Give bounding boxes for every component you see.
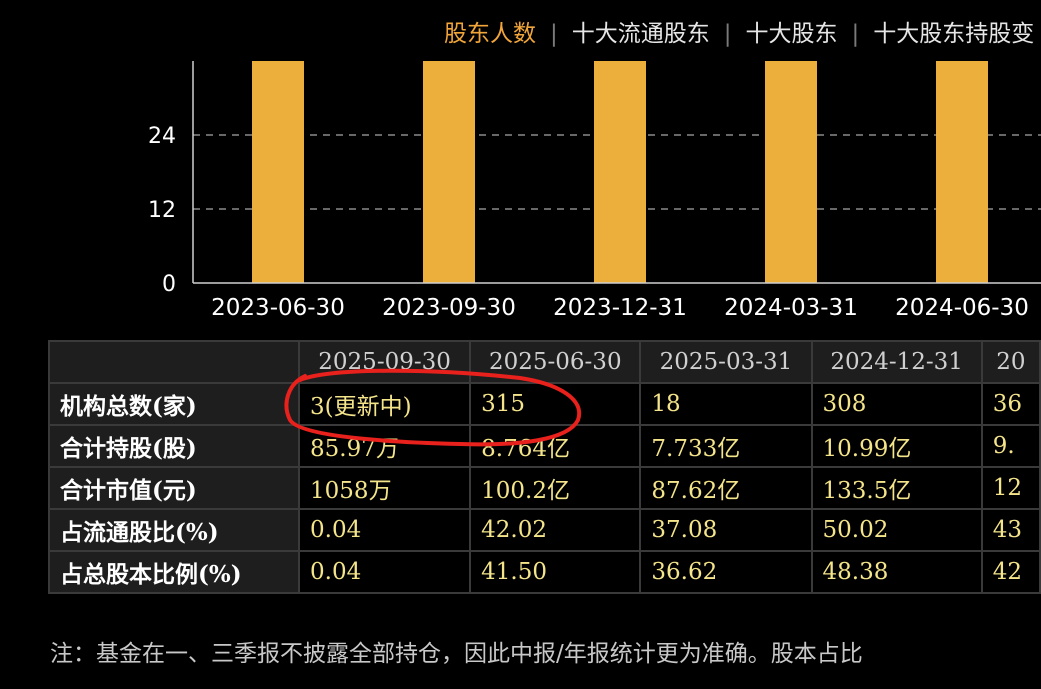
table-cell: 42.02 bbox=[469, 508, 642, 552]
x-tick-label: 2023-06-30 bbox=[211, 295, 345, 321]
column-header[interactable]: 2025-03-31 bbox=[639, 340, 813, 384]
table-row: 合计持股(股) 85.97万 8.764亿 7.733亿 10.99亿 9. bbox=[47, 424, 1041, 468]
tab-separator: | bbox=[550, 21, 558, 47]
row-label: 合计持股(股) bbox=[47, 424, 301, 468]
column-header[interactable]: 2024-12-31 bbox=[810, 340, 983, 384]
tab-separator: | bbox=[723, 21, 732, 47]
table-cell: 48.38 bbox=[810, 550, 983, 594]
table-cell: 36.62 bbox=[639, 550, 813, 594]
table-cell: 50.02 bbox=[810, 508, 983, 552]
bar bbox=[936, 61, 988, 283]
table-cell: 43 bbox=[980, 508, 1041, 552]
table-cell: 315 bbox=[469, 382, 642, 426]
table-cell: 8.764亿 bbox=[469, 424, 642, 468]
table-cell: 85.97万 bbox=[298, 424, 472, 468]
y-tick-label: 12 bbox=[148, 198, 176, 223]
bar bbox=[252, 61, 304, 283]
y-tick-label: 0 bbox=[162, 272, 176, 297]
x-tick-label: 2024-03-31 bbox=[724, 295, 858, 321]
bar bbox=[594, 61, 646, 283]
row-label: 占流通股比(%) bbox=[47, 508, 301, 552]
y-tick-label: 24 bbox=[148, 124, 176, 149]
footnote: 注：基金在一、三季报不披露全部持仓，因此中报/年报统计更为准确。股本占比 bbox=[50, 641, 863, 667]
column-header[interactable]: 2025-09-30 bbox=[298, 340, 472, 384]
table-cell: 1058万 bbox=[298, 466, 472, 510]
table-row: 合计市值(元) 1058万 100.2亿 87.62亿 133.5亿 12 bbox=[47, 466, 1041, 510]
table-header-row: 2025-09-30 2025-06-30 2025-03-31 2024-12… bbox=[47, 340, 1041, 384]
bar bbox=[423, 61, 475, 283]
table-cell: 42 bbox=[980, 550, 1041, 594]
x-tick-label: 2023-12-31 bbox=[553, 295, 687, 321]
tab-separator: | bbox=[851, 21, 860, 47]
row-label: 合计市值(元) bbox=[47, 466, 301, 510]
table-cell: 3(更新中) bbox=[298, 382, 472, 426]
table-cell: 308 bbox=[810, 382, 983, 426]
table-row: 占总股本比例(%) 0.04 41.50 36.62 48.38 42 bbox=[47, 550, 1041, 594]
table-row: 机构总数(家) 3(更新中) 315 18 308 36 bbox=[47, 382, 1041, 426]
table-cell: 0.04 bbox=[298, 550, 472, 594]
tab-bar: 股东人数 | 十大流通股东 | 十大股东 | 十大股东持股变 bbox=[444, 14, 1034, 48]
table-cell: 12 bbox=[980, 466, 1041, 510]
column-header[interactable]: 2025-06-30 bbox=[469, 340, 642, 384]
column-header[interactable]: 20 bbox=[980, 340, 1041, 384]
table-cell: 41.50 bbox=[469, 550, 642, 594]
table-cell: 0.04 bbox=[298, 508, 472, 552]
tab-shareholder-count[interactable]: 股东人数 bbox=[444, 21, 536, 47]
table-cell: 9. bbox=[980, 424, 1041, 468]
bar bbox=[765, 61, 817, 283]
table-cell: 10.99亿 bbox=[810, 424, 983, 468]
table-cell: 133.5亿 bbox=[810, 466, 983, 510]
table-cell: 18 bbox=[639, 382, 813, 426]
institution-holdings-table: 2025-09-30 2025-06-30 2025-03-31 2024-12… bbox=[47, 340, 1041, 594]
table-cell: 37.08 bbox=[639, 508, 813, 552]
table-row: 占流通股比(%) 0.04 42.02 37.08 50.02 43 bbox=[47, 508, 1041, 552]
row-label: 机构总数(家) bbox=[47, 382, 301, 426]
x-tick-label: 2023-09-30 bbox=[382, 295, 516, 321]
table-cell: 100.2亿 bbox=[469, 466, 642, 510]
table-cell: 87.62亿 bbox=[639, 466, 813, 510]
tab-top10-float-holders[interactable]: 十大流通股东 bbox=[571, 21, 710, 47]
shareholder-bar-chart: 0 12 24 2023-06-30 2023-09-30 2023-12-31 2024-… bbox=[148, 61, 1041, 321]
tab-top10-holders[interactable]: 十大股东 bbox=[745, 21, 838, 47]
x-tick-label: 2024-06-30 bbox=[895, 295, 1029, 321]
table-cell: 36 bbox=[980, 382, 1041, 426]
table-cell: 7.733亿 bbox=[639, 424, 813, 468]
tab-top10-holder-changes[interactable]: 十大股东持股变 bbox=[873, 21, 1035, 47]
table-corner-cell bbox=[47, 340, 301, 384]
row-label: 占总股本比例(%) bbox=[47, 550, 301, 594]
